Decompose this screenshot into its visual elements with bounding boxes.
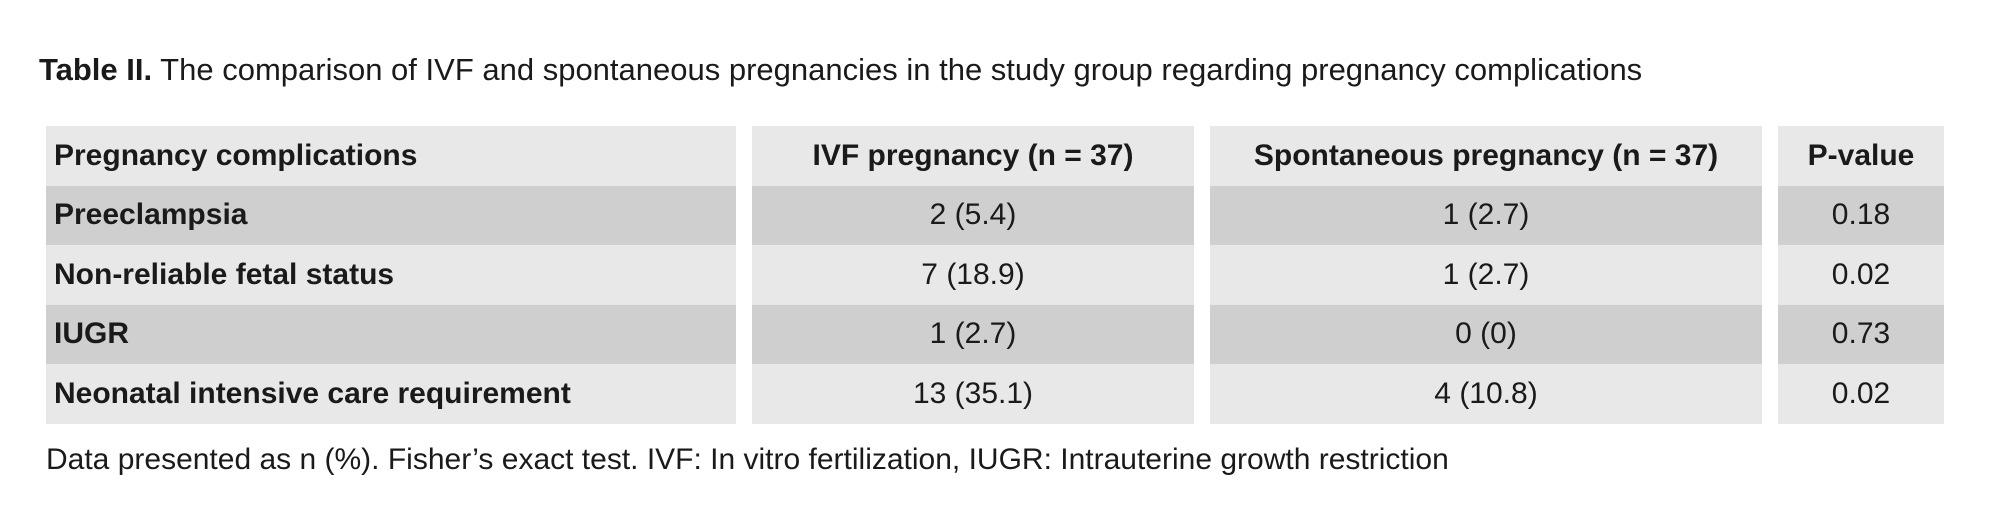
table-cell: 0.18 xyxy=(1778,185,1944,245)
complications-table: Pregnancy complications IVF pregnancy (n… xyxy=(46,126,1944,424)
table-cell: 7 (18.9) xyxy=(752,245,1194,305)
row-label-preeclampsia: Preeclampsia xyxy=(46,185,736,245)
header-cell-ivf: IVF pregnancy (n = 37) xyxy=(752,126,1194,186)
table-cell: 1 (2.7) xyxy=(1210,245,1762,305)
row-label-non-reliable-fetal-status: Non-reliable fetal status xyxy=(46,245,736,305)
table-cell: 0 (0) xyxy=(1210,304,1762,364)
table-cell: 13 (35.1) xyxy=(752,364,1194,424)
table-cell: 0.02 xyxy=(1778,245,1944,305)
table-cell: 4 (10.8) xyxy=(1210,364,1762,424)
header-cell-complications: Pregnancy complications xyxy=(46,126,736,186)
table-cell: 1 (2.7) xyxy=(1210,185,1762,245)
header-cell-spontaneous: Spontaneous pregnancy (n = 37) xyxy=(1210,126,1762,186)
table-caption: Table II. The comparison of IVF and spon… xyxy=(39,50,1642,90)
table-cell: 0.73 xyxy=(1778,304,1944,364)
row-label-iugr: IUGR xyxy=(46,304,736,364)
table-cell: 1 (2.7) xyxy=(752,304,1194,364)
table-cell: 2 (5.4) xyxy=(752,185,1194,245)
caption-text: The comparison of IVF and spontaneous pr… xyxy=(152,52,1643,87)
table-cell: 0.02 xyxy=(1778,364,1944,424)
table-footnote: Data presented as n (%). Fisher’s exact … xyxy=(46,443,1449,476)
row-label-neonatal-intensive-care: Neonatal intensive care requirement xyxy=(46,364,736,424)
header-cell-pvalue: P-value xyxy=(1778,126,1944,186)
caption-label: Table II. xyxy=(39,52,153,87)
